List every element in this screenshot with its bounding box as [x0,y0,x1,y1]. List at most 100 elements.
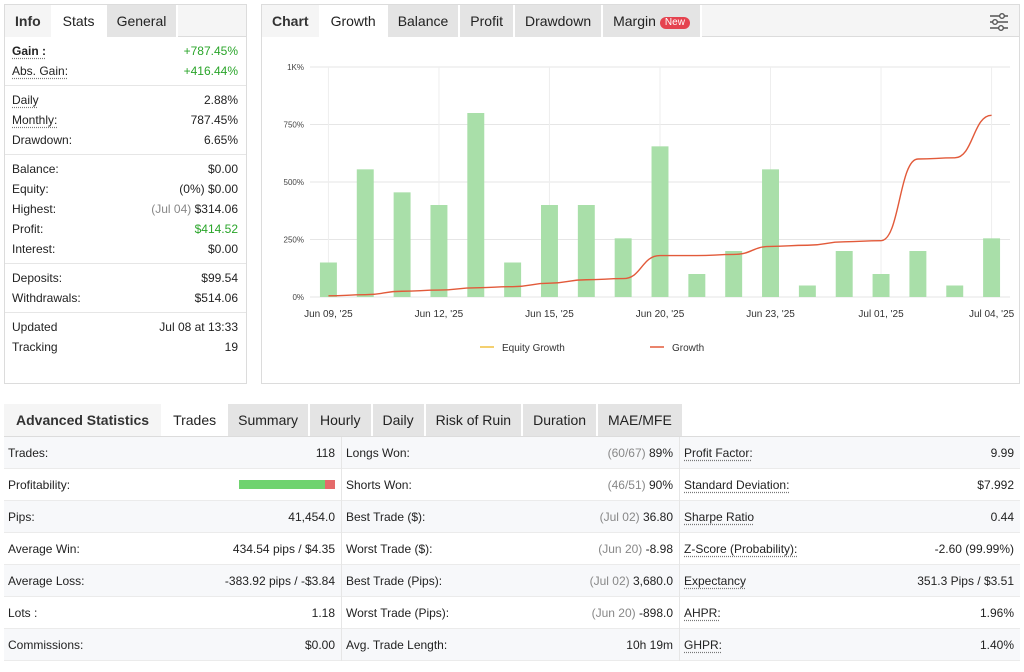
daily-value: 2.88% [203,93,238,107]
stat-value-wrap: (Jun 20) -898.0 [592,606,673,620]
stat-label: Longs Won: [346,445,410,460]
chart-bar [872,274,890,297]
deposits-row: Deposits: $99.54 [5,268,246,288]
stat-value: 90% [648,477,673,492]
stat-label: Best Trade (Pips): [346,573,443,588]
stat-label: Lots : [8,605,38,620]
tab-growth[interactable]: Growth [320,5,388,37]
sliders-icon[interactable] [989,13,1009,31]
stat-row: Shorts Won: (46/51) 90% [342,469,679,501]
tab-daily[interactable]: Daily [372,404,426,436]
stat-prefix: (46/51) [607,477,646,492]
stat-label[interactable]: Profit Factor: [684,445,753,460]
equity-label: Equity: [12,182,49,196]
chart-tabs: Chart Growth Balance Profit Drawdown Mar… [262,5,1019,37]
chart-bar [541,205,558,297]
interest-label: Interest: [12,242,56,256]
chart-bar [835,251,853,297]
stat-label[interactable]: Z-Score (Probability): [684,541,798,556]
stat-label: Average Loss: [8,573,85,588]
chart-bar [725,251,743,297]
highest-row: Highest: (Jul 04) $314.06 [5,199,246,219]
tab-profit[interactable]: Profit [460,5,515,37]
abs-gain-label[interactable]: Abs. Gain: [12,64,69,78]
gain-value: +787.45% [183,44,238,58]
stat-value: 118 [315,445,335,460]
stat-row: Standard Deviation: $7.992 [680,469,1020,501]
stat-prefix: (Jun 20) [591,605,636,620]
highest-label: Highest: [12,202,57,216]
stats-tabs: Info Stats General [5,5,246,37]
chart-bar [356,169,374,297]
tab-risk-of-ruin[interactable]: Risk of Ruin [425,404,524,436]
stat-prefix: (Jul 02) [589,573,630,588]
daily-row: Daily 2.88% [5,90,246,110]
stat-value-wrap: (Jul 02) 36.80 [600,510,673,524]
tracking-row: Tracking 19 [5,337,246,357]
equity-value: $0.00 [207,182,238,196]
stat-row: Average Loss: -383.92 pips / -$3.84 [4,565,341,597]
daily-label[interactable]: Daily [12,93,39,107]
stat-value: 41,454.0 [288,509,335,524]
stat-value: -8.98 [645,541,673,556]
stat-value: 1.18 [311,605,335,620]
balance-label: Balance: [12,162,59,176]
stat-value: -383.92 pips / -$3.84 [224,573,335,588]
tab-hourly[interactable]: Hourly [310,404,373,436]
stat-value: 0.44 [990,509,1014,524]
stat-value: 9.99 [990,445,1014,460]
gain-group: Gain : +787.45% Abs. Gain: +416.44% [5,37,246,86]
stat-value: 36.80 [642,509,673,524]
y-tick-label: 250% [284,236,304,245]
tab-info[interactable]: Info [5,5,53,37]
tab-stats[interactable]: Stats [52,5,107,37]
x-tick-label: Jul 04, '25 [969,309,1015,320]
balance-row: Balance: $0.00 [5,159,246,179]
equity-prefix: (0%) [179,182,205,196]
tab-margin[interactable]: Margin New [603,5,702,37]
tab-trades[interactable]: Trades [163,404,229,436]
growth-chart: 0% 250% 500% 750% 1K% Jun 09, '25 Jun 12, '25 J… [284,63,1015,354]
x-tick-label: Jun 15, '25 [525,309,574,320]
new-badge: New [659,17,690,29]
drawdown-label: Drawdown: [12,133,73,147]
balance-group: Balance: $0.00 Equity: (0%) $0.00 Highes… [5,155,246,264]
chart-panel: Chart Growth Balance Profit Drawdown Mar… [261,4,1020,384]
gain-label[interactable]: Gain : [12,44,47,58]
stat-label[interactable]: Standard Deviation: [684,477,790,492]
tab-advanced-statistics[interactable]: Advanced Statistics [4,404,164,436]
stat-label[interactable]: Expectancy [684,573,747,588]
tab-drawdown[interactable]: Drawdown [514,5,604,37]
stat-label[interactable]: GHPR: [684,637,723,652]
advanced-tabs: Advanced Statistics Trades Summary Hourl… [4,404,1020,436]
monthly-label[interactable]: Monthly: [12,113,58,127]
chart-bar [393,192,411,297]
stat-label[interactable]: AHPR: [684,605,721,620]
tab-general[interactable]: General [106,5,179,37]
highest-value-wrap: (Jul 04) $314.06 [151,202,238,216]
stat-value: $0.00 [304,637,335,652]
chart-bar [983,238,1001,297]
tab-duration[interactable]: Duration [523,404,599,436]
tab-balance[interactable]: Balance [387,5,461,37]
chart-bar [467,113,485,297]
advanced-statistics-panel: Advanced Statistics Trades Summary Hourl… [4,404,1020,668]
profitability-loss-segment [325,480,335,489]
stat-prefix: (Jun 20) [598,541,643,556]
chart-bar [504,262,522,297]
stats-panel: Info Stats General Gain : +787.45% Abs. … [4,4,247,384]
profit-value: $414.52 [194,222,238,236]
stat-row: Best Trade (Pips): (Jul 02) 3,680.0 [342,565,679,597]
withdrawals-value: $514.06 [194,291,238,305]
tab-mae-mfe[interactable]: MAE/MFE [598,404,684,436]
stat-value: 1.40% [979,637,1014,652]
stat-row: Profitability: [4,469,341,501]
balance-value: $0.00 [207,162,238,176]
tab-summary[interactable]: Summary [228,404,311,436]
stat-label: Shorts Won: [346,477,412,492]
stat-label[interactable]: Sharpe Ratio [684,509,755,524]
stat-row: GHPR: 1.40% [680,629,1020,661]
stat-row: Pips: 41,454.0 [4,501,341,533]
tab-chart[interactable]: Chart [262,5,321,37]
chart-bar [614,238,632,297]
